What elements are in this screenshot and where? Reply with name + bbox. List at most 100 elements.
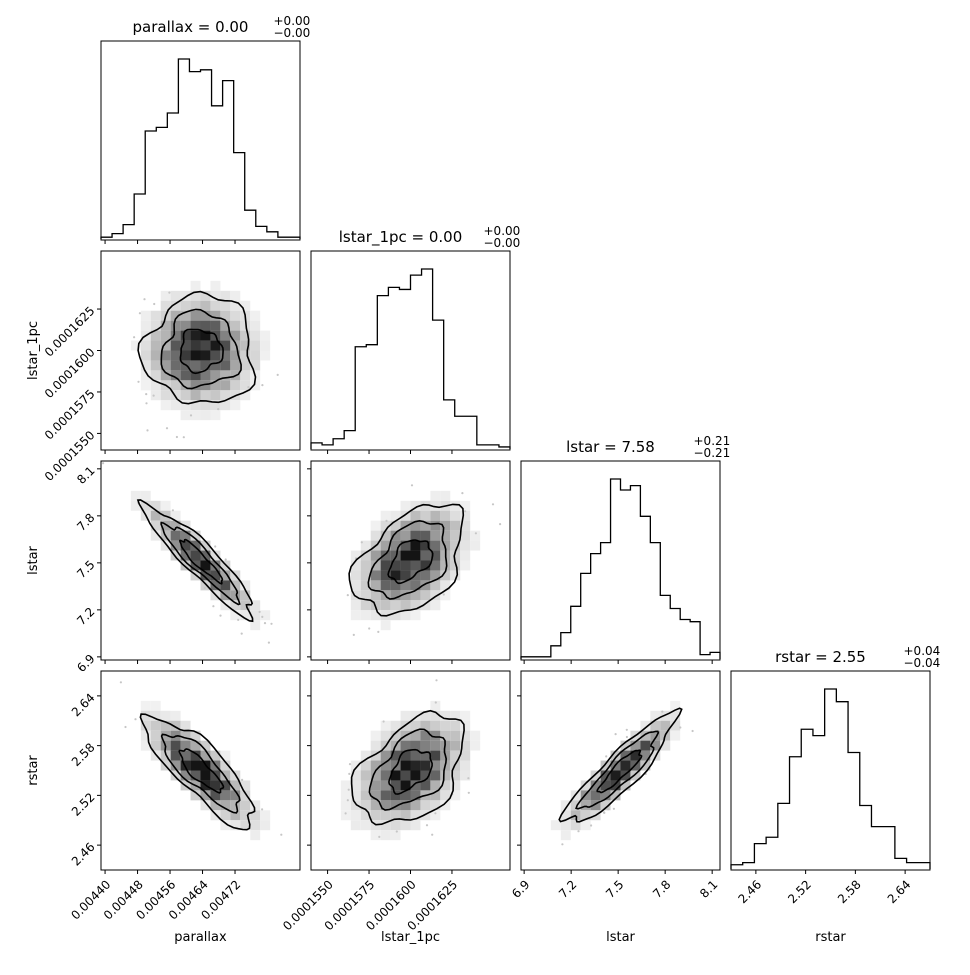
density-cell-lstar_1pc-vs-rstar bbox=[340, 800, 351, 811]
density-cell-parallax-vs-lstar_1pc bbox=[190, 290, 201, 301]
density-cell-lstar_1pc-vs-lstar bbox=[460, 510, 471, 521]
density-cell-parallax-vs-rstar bbox=[230, 790, 241, 801]
panel-title-upper-rstar: +0.04 bbox=[904, 644, 941, 658]
contour-parallax-vs-lstar_1pc bbox=[160, 308, 242, 390]
density-cell-parallax-vs-rstar bbox=[210, 790, 221, 801]
density-cell-lstar_1pc-vs-lstar bbox=[460, 520, 471, 531]
density-cell-lstar_1pc-vs-rstar bbox=[400, 780, 411, 791]
density-cell-lstar_1pc-vs-rstar bbox=[460, 770, 471, 781]
density-cell-parallax-vs-lstar bbox=[190, 540, 201, 551]
contour-lstar_1pc-vs-rstar bbox=[388, 748, 433, 795]
density-cell-parallax-vs-lstar_1pc bbox=[260, 330, 271, 341]
density-cell-parallax-vs-lstar_1pc bbox=[140, 380, 151, 391]
density-cell-lstar-vs-rstar bbox=[650, 730, 661, 741]
sample-point-parallax-vs-lstar_1pc bbox=[145, 393, 148, 396]
density-cell-parallax-vs-rstar bbox=[210, 750, 221, 761]
x-tick-label-lstar: 7.5 bbox=[603, 877, 626, 900]
density-cell-lstar_1pc-vs-rstar bbox=[390, 780, 401, 791]
sample-point-lstar-vs-rstar bbox=[661, 710, 664, 713]
density-cell-parallax-vs-lstar bbox=[180, 530, 191, 541]
density-cell-parallax-vs-lstar bbox=[150, 500, 161, 511]
density-cell-lstar_1pc-vs-lstar bbox=[430, 560, 441, 571]
density-cell-lstar_1pc-vs-lstar bbox=[420, 560, 431, 571]
density-cell-parallax-vs-lstar_1pc bbox=[170, 290, 181, 301]
density-cell-lstar_1pc-vs-rstar bbox=[410, 740, 421, 751]
density-cell-parallax-vs-rstar bbox=[180, 770, 191, 781]
sample-point-lstar_1pc-vs-lstar bbox=[385, 519, 388, 523]
density-cell-lstar-vs-rstar bbox=[600, 790, 611, 801]
density-cell-lstar_1pc-vs-lstar bbox=[410, 550, 421, 561]
density-cell-lstar_1pc-vs-rstar bbox=[460, 730, 471, 741]
density-cell-lstar_1pc-vs-rstar bbox=[470, 740, 481, 751]
density-cell-lstar-vs-rstar bbox=[600, 760, 611, 771]
panel-title-upper-lstar_1pc: +0.00 bbox=[484, 224, 521, 238]
density-cell-lstar_1pc-vs-rstar bbox=[360, 780, 371, 791]
sample-point-lstar_1pc-vs-rstar bbox=[467, 777, 470, 780]
density-cell-lstar-vs-rstar bbox=[560, 800, 571, 811]
y-tick-label-lstar: 7.5 bbox=[74, 558, 97, 581]
panel-frame-3-3 bbox=[730, 670, 931, 871]
sample-point-parallax-vs-lstar bbox=[267, 641, 270, 644]
x-tick-label-lstar: 8.1 bbox=[697, 877, 720, 900]
density-cell-lstar_1pc-vs-lstar bbox=[390, 550, 401, 561]
density-cell-parallax-vs-lstar bbox=[130, 500, 141, 511]
density-cell-parallax-vs-lstar_1pc bbox=[180, 370, 191, 381]
contour-parallax-vs-lstar_1pc bbox=[179, 328, 224, 375]
density-cell-lstar_1pc-vs-lstar bbox=[470, 540, 481, 551]
density-cell-lstar_1pc-vs-rstar bbox=[390, 810, 401, 821]
density-cell-lstar_1pc-vs-rstar bbox=[400, 820, 411, 831]
sample-point-parallax-vs-lstar bbox=[102, 462, 105, 465]
density-cell-parallax-vs-lstar_1pc bbox=[200, 410, 211, 421]
density-cell-parallax-vs-lstar_1pc bbox=[140, 320, 151, 331]
density-cell-lstar_1pc-vs-rstar bbox=[420, 780, 431, 791]
density-cell-parallax-vs-lstar_1pc bbox=[170, 300, 181, 311]
contour-parallax-vs-lstar bbox=[179, 538, 224, 585]
density-cell-lstar-vs-rstar bbox=[550, 820, 561, 831]
density-cell-lstar_1pc-vs-rstar bbox=[440, 790, 451, 801]
density-cell-parallax-vs-rstar bbox=[140, 710, 151, 721]
density-cell-parallax-vs-rstar bbox=[150, 710, 161, 721]
sample-point-lstar_1pc-vs-rstar bbox=[467, 791, 470, 794]
density-cell-lstar_1pc-vs-lstar bbox=[460, 500, 471, 511]
density-cell-lstar_1pc-vs-lstar bbox=[400, 590, 411, 601]
density-cell-lstar_1pc-vs-lstar bbox=[430, 500, 441, 511]
density-cell-lstar_1pc-vs-lstar bbox=[440, 590, 451, 601]
contour-lstar-vs-rstar bbox=[575, 730, 660, 810]
density-cell-lstar_1pc-vs-lstar bbox=[430, 590, 441, 601]
sample-point-parallax-vs-lstar_1pc bbox=[165, 427, 169, 430]
histogram-lstar_1pc bbox=[310, 268, 511, 449]
density-cell-parallax-vs-lstar_1pc bbox=[250, 340, 261, 351]
sample-point-lstar_1pc-vs-rstar bbox=[434, 701, 437, 704]
y-tick-label-lstar: 7.2 bbox=[74, 605, 97, 628]
density-cell-lstar_1pc-vs-rstar bbox=[410, 800, 421, 811]
density-cell-parallax-vs-lstar bbox=[250, 610, 261, 621]
density-cell-lstar_1pc-vs-lstar bbox=[460, 530, 471, 541]
density-cell-lstar-vs-rstar bbox=[650, 740, 661, 751]
density-cell-lstar_1pc-vs-lstar bbox=[410, 610, 421, 621]
density-cell-lstar-vs-rstar bbox=[670, 730, 681, 741]
density-cell-parallax-vs-lstar_1pc bbox=[140, 340, 151, 351]
density-cell-lstar_1pc-vs-rstar bbox=[430, 730, 441, 741]
density-cell-parallax-vs-rstar bbox=[210, 780, 221, 791]
density-cell-lstar_1pc-vs-rstar bbox=[380, 820, 391, 831]
density-cell-parallax-vs-lstar_1pc bbox=[200, 370, 211, 381]
density-cell-lstar_1pc-vs-rstar bbox=[360, 800, 371, 811]
sample-point-lstar_1pc-vs-rstar bbox=[434, 812, 437, 815]
density-cell-parallax-vs-lstar_1pc bbox=[200, 290, 211, 301]
density-cell-lstar_1pc-vs-rstar bbox=[460, 750, 471, 761]
density-cell-lstar-vs-rstar bbox=[610, 790, 621, 801]
density-cell-parallax-vs-lstar_1pc bbox=[160, 350, 171, 361]
density-cell-lstar_1pc-vs-lstar bbox=[430, 600, 441, 611]
density-cell-lstar_1pc-vs-rstar bbox=[390, 820, 401, 831]
density-cell-lstar-vs-rstar bbox=[600, 800, 611, 811]
panel-title-lower-rstar: −0.04 bbox=[904, 656, 941, 670]
density-cell-parallax-vs-rstar bbox=[260, 810, 271, 821]
density-cell-lstar_1pc-vs-lstar bbox=[400, 530, 411, 541]
density-cell-lstar-vs-rstar bbox=[590, 780, 601, 791]
density-cell-lstar_1pc-vs-rstar bbox=[410, 780, 421, 791]
density-cell-parallax-vs-lstar_1pc bbox=[210, 320, 221, 331]
density-cell-lstar_1pc-vs-rstar bbox=[460, 740, 471, 751]
density-cell-parallax-vs-rstar bbox=[160, 720, 171, 731]
density-cell-lstar-vs-rstar bbox=[610, 780, 621, 791]
density-cell-lstar_1pc-vs-lstar bbox=[400, 500, 411, 511]
